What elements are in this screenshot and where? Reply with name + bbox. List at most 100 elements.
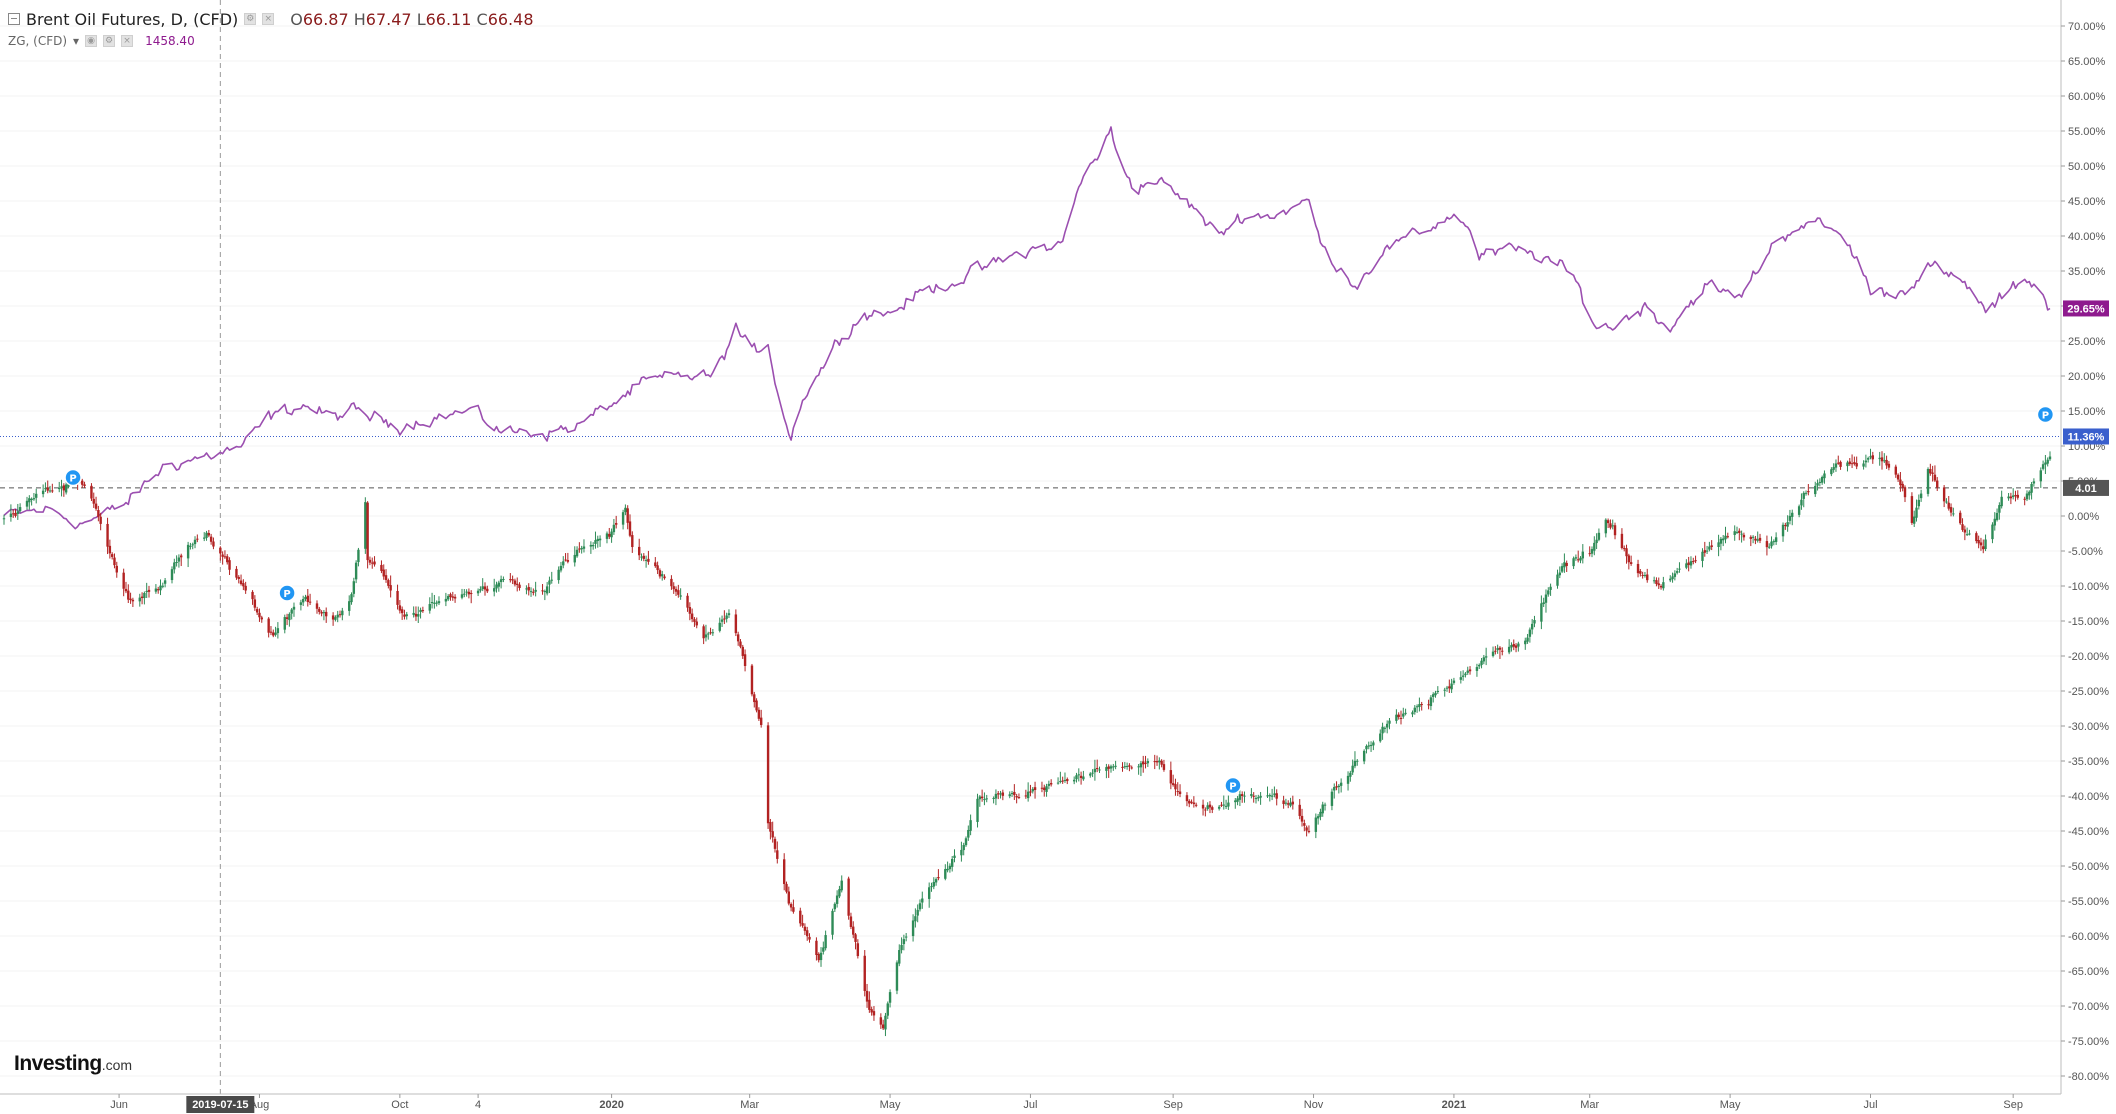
badge-hline-blue: 11.36% [2063, 428, 2109, 445]
candle-body [2007, 496, 2010, 499]
pin-icon-3[interactable]: P [2036, 405, 2055, 424]
candle [1432, 692, 1435, 703]
candle [1662, 576, 1665, 591]
candle-body [1894, 466, 1898, 475]
pin-icon-0[interactable]: P [64, 468, 82, 487]
candle-body [1362, 750, 1366, 762]
candle-body [1910, 496, 1914, 523]
ytick-label-25: -55.00% [2068, 896, 2109, 908]
candle [2030, 482, 2033, 500]
candle-body [1158, 760, 1161, 763]
collapse-icon[interactable] [8, 13, 20, 25]
candle-body [516, 583, 519, 585]
candle-body [479, 588, 482, 591]
candle-body [792, 907, 795, 912]
candle-body [463, 593, 466, 595]
pin-icon-1[interactable]: P [278, 584, 296, 602]
candle [953, 849, 956, 863]
candle [1176, 782, 1179, 796]
candle [30, 497, 33, 506]
pin-icon-2[interactable]: P [1224, 776, 1242, 795]
candle-body [99, 516, 102, 524]
sub-symbol-label[interactable]: ZG, (CFD) [8, 34, 68, 48]
candle [193, 536, 197, 549]
candle-body [1577, 559, 1580, 561]
candle-body [1482, 657, 1486, 662]
candle [557, 566, 560, 584]
eye-icon[interactable]: ◉ [85, 35, 98, 47]
settings-icon[interactable]: ⚙ [244, 13, 257, 25]
candle [1498, 646, 1502, 659]
candle-body [1830, 469, 1833, 475]
candle-body [336, 614, 339, 618]
candle [969, 814, 972, 836]
candle [1234, 798, 1237, 809]
candle-body [1434, 692, 1437, 696]
candle [502, 576, 505, 583]
candle-body [83, 484, 86, 487]
candle [638, 538, 641, 561]
candle-body [886, 1003, 889, 1016]
candle [621, 509, 625, 530]
candle-body [1089, 773, 1092, 776]
main-symbol-label[interactable]: Brent Oil Futures, D, (CFD) [26, 9, 239, 29]
candle-body [799, 910, 802, 924]
candle [35, 488, 38, 504]
close-icon-sub[interactable]: × [121, 35, 134, 47]
candle-body [1533, 620, 1536, 624]
dropdown-caret-icon[interactable]: ▾ [73, 34, 80, 48]
candle-body [1913, 516, 1916, 524]
candle-body [1512, 644, 1515, 647]
price-axis[interactable]: 70.00% 65.00% 60.00% 55.00% 50.00% 45.00% 40.0… [2061, 0, 2116, 1094]
candle [785, 881, 788, 894]
candle-body [856, 943, 860, 957]
candle [610, 528, 613, 543]
candle-body [532, 591, 535, 593]
candle-body [1402, 713, 1405, 717]
candle [1542, 597, 1545, 607]
pins[interactable]: P P P P [64, 405, 2055, 795]
time-axis[interactable]: Jun Aug Oct 4 2020 Mar May Jul Sep Nov 2021 Mar May J… [110, 1094, 2023, 1113]
candle-body [396, 590, 399, 605]
candle-body [1738, 530, 1741, 533]
candle [1268, 793, 1272, 802]
candle [1581, 544, 1585, 564]
candle [792, 899, 795, 914]
candle [1178, 784, 1182, 798]
candle [209, 533, 213, 545]
candle [679, 588, 682, 600]
candle [1533, 615, 1536, 628]
candle [1623, 545, 1626, 552]
candle [1880, 451, 1884, 470]
candle-body [580, 548, 583, 550]
ytick-label-23: -45.00% [2068, 826, 2109, 838]
candle [1240, 791, 1244, 803]
candle-body [734, 614, 738, 634]
ytick-label-28: -70.00% [2068, 1001, 2109, 1013]
candle-body [695, 621, 698, 626]
candle-body [969, 820, 972, 831]
candle-body [1526, 637, 1529, 642]
candle-body [663, 576, 666, 579]
candle-body [205, 532, 208, 538]
settings-icon-sub[interactable]: ⚙ [103, 35, 116, 47]
close-icon[interactable]: × [262, 13, 275, 25]
candle [921, 891, 924, 909]
candle [1887, 461, 1891, 471]
candle [318, 606, 321, 615]
candle-body [849, 916, 853, 927]
candle-body [483, 586, 487, 590]
candle-body [1353, 760, 1357, 767]
candle [308, 593, 312, 605]
candle [916, 904, 919, 923]
candle [1620, 528, 1624, 550]
candle-body [1968, 533, 1971, 535]
open-value: 66.87 [302, 9, 349, 29]
ytick-label-18: -20.00% [2068, 651, 2109, 663]
candle-body [1445, 687, 1449, 689]
candle-body [1008, 794, 1011, 797]
candle [1024, 789, 1028, 799]
candle-body [1947, 502, 1950, 509]
candle-body [1176, 791, 1179, 793]
